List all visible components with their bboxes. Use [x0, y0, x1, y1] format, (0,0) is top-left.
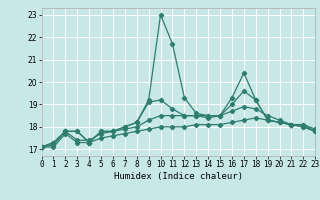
X-axis label: Humidex (Indice chaleur): Humidex (Indice chaleur) — [114, 172, 243, 181]
